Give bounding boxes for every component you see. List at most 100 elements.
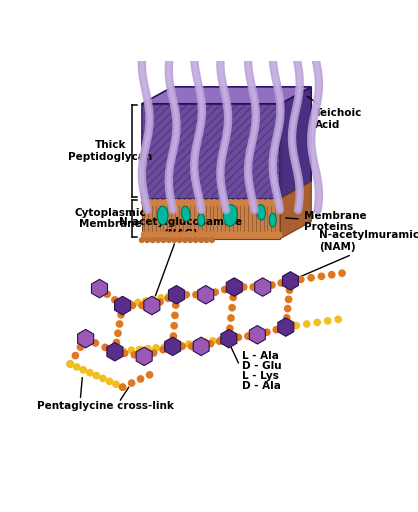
Circle shape (156, 298, 164, 306)
Circle shape (173, 199, 180, 206)
Circle shape (226, 325, 234, 332)
Ellipse shape (181, 206, 190, 222)
Circle shape (198, 237, 204, 243)
Circle shape (111, 348, 119, 355)
Circle shape (119, 302, 126, 309)
Circle shape (146, 371, 153, 379)
Circle shape (184, 231, 191, 238)
Circle shape (168, 231, 175, 238)
Circle shape (142, 297, 150, 305)
Circle shape (230, 283, 238, 291)
Circle shape (238, 199, 245, 206)
Circle shape (265, 231, 272, 238)
Circle shape (106, 377, 113, 385)
Circle shape (253, 331, 261, 338)
Circle shape (128, 302, 136, 309)
Circle shape (238, 231, 245, 238)
Circle shape (297, 275, 305, 283)
Circle shape (121, 349, 128, 357)
Circle shape (259, 283, 267, 291)
Circle shape (162, 199, 169, 206)
Circle shape (173, 291, 180, 298)
Circle shape (144, 237, 150, 243)
Circle shape (146, 231, 153, 238)
Polygon shape (278, 318, 294, 336)
Circle shape (318, 272, 325, 280)
Circle shape (287, 277, 294, 285)
Circle shape (293, 322, 300, 329)
Circle shape (140, 352, 148, 360)
Circle shape (170, 332, 177, 340)
Text: Membrane
Proteins: Membrane Proteins (285, 211, 366, 232)
Circle shape (66, 360, 74, 368)
Circle shape (270, 199, 277, 206)
Circle shape (172, 301, 180, 309)
Circle shape (116, 320, 123, 328)
Circle shape (200, 231, 207, 238)
Circle shape (205, 231, 212, 238)
Circle shape (168, 199, 175, 206)
Circle shape (259, 199, 266, 206)
Circle shape (187, 237, 194, 243)
Circle shape (232, 199, 239, 206)
Circle shape (303, 320, 311, 328)
Text: L - Lys: L - Lys (242, 371, 279, 380)
Circle shape (209, 337, 217, 345)
Circle shape (141, 199, 148, 206)
Circle shape (229, 293, 237, 301)
Circle shape (234, 333, 242, 341)
Circle shape (114, 329, 122, 337)
Circle shape (112, 338, 120, 346)
Text: Teichoic
Acid: Teichoic Acid (307, 96, 362, 130)
Circle shape (178, 343, 186, 350)
Circle shape (73, 363, 81, 371)
Circle shape (248, 199, 255, 206)
Circle shape (282, 323, 290, 331)
Circle shape (151, 231, 158, 238)
Circle shape (111, 348, 119, 355)
Circle shape (275, 231, 283, 238)
Circle shape (82, 335, 89, 343)
Circle shape (324, 317, 331, 325)
Circle shape (148, 302, 155, 309)
Circle shape (216, 337, 224, 345)
Ellipse shape (269, 213, 276, 227)
Circle shape (248, 231, 255, 238)
Ellipse shape (257, 205, 265, 220)
Circle shape (230, 283, 238, 291)
Circle shape (284, 305, 291, 312)
Circle shape (127, 346, 135, 354)
Circle shape (119, 302, 126, 309)
Circle shape (283, 314, 291, 322)
Circle shape (314, 318, 321, 326)
Circle shape (173, 231, 180, 238)
Text: N-acetylglucosamine
(NAG): N-acetylglucosamine (NAG) (119, 217, 242, 303)
Circle shape (225, 335, 233, 343)
Circle shape (139, 237, 145, 243)
Polygon shape (168, 286, 184, 304)
Circle shape (211, 199, 218, 206)
Circle shape (212, 288, 219, 296)
Circle shape (157, 199, 164, 206)
Circle shape (225, 335, 233, 343)
Circle shape (243, 199, 250, 206)
Circle shape (155, 237, 161, 243)
Polygon shape (144, 296, 160, 315)
Circle shape (130, 351, 138, 359)
Circle shape (216, 231, 223, 238)
Circle shape (209, 237, 215, 243)
Circle shape (197, 343, 205, 350)
Circle shape (157, 294, 165, 302)
Text: D - Glu: D - Glu (242, 360, 282, 371)
Circle shape (161, 237, 166, 243)
Polygon shape (115, 296, 130, 315)
Circle shape (150, 237, 156, 243)
Circle shape (161, 343, 168, 351)
Circle shape (136, 346, 143, 353)
Circle shape (192, 291, 200, 298)
Circle shape (86, 369, 94, 376)
Circle shape (270, 231, 277, 238)
Circle shape (103, 290, 111, 298)
Circle shape (137, 375, 144, 383)
Circle shape (112, 380, 120, 388)
